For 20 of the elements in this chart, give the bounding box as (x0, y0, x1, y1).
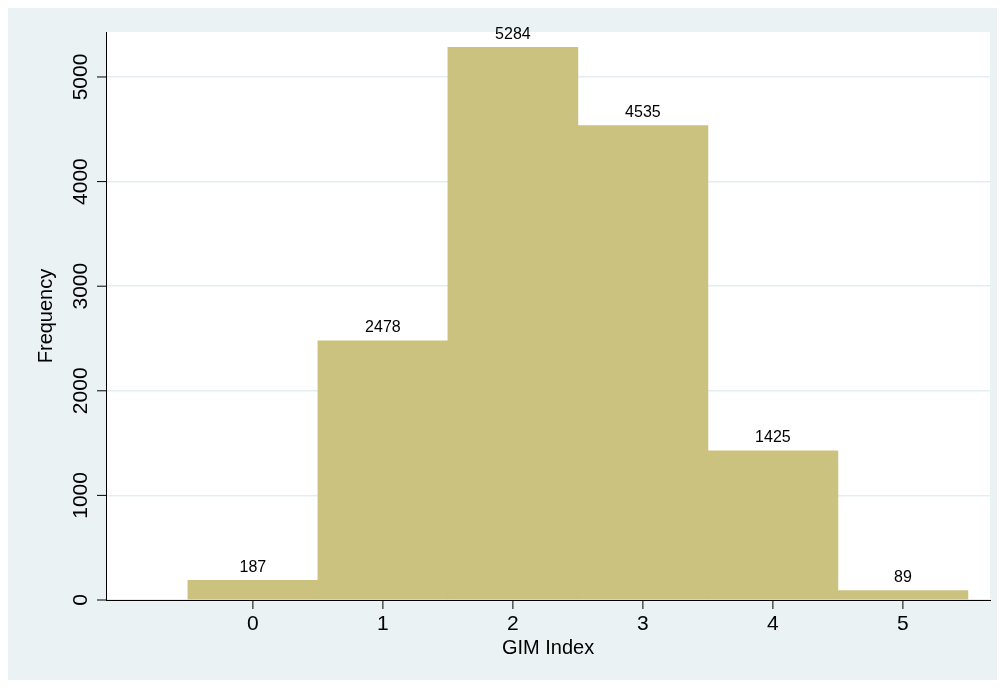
data-label: 1425 (755, 428, 791, 446)
data-label: 4535 (625, 103, 661, 121)
y-tick-label: 1000 (68, 472, 92, 519)
y-tick-label: 0 (68, 594, 92, 606)
data-label: 5284 (495, 24, 531, 42)
x-tick-label: 1 (377, 611, 389, 635)
data-label: 2478 (365, 318, 401, 336)
x-axis-title: GIM Index (501, 635, 595, 658)
x-tick-label: 0 (247, 611, 259, 635)
x-tick-label: 4 (767, 611, 780, 635)
y-tick-label: 5000 (68, 53, 92, 101)
data-label: 187 (239, 557, 267, 575)
x-tick-label: 2 (507, 611, 519, 635)
x-tick-label: 3 (637, 611, 649, 635)
data-label: 89 (894, 568, 912, 586)
x-tick-label: 5 (897, 611, 909, 635)
y-tick-label: 2000 (68, 367, 92, 415)
y-axis-title: Frequency (33, 268, 56, 364)
y-tick-label: 4000 (68, 158, 92, 205)
y-tick-label: 3000 (68, 262, 92, 310)
